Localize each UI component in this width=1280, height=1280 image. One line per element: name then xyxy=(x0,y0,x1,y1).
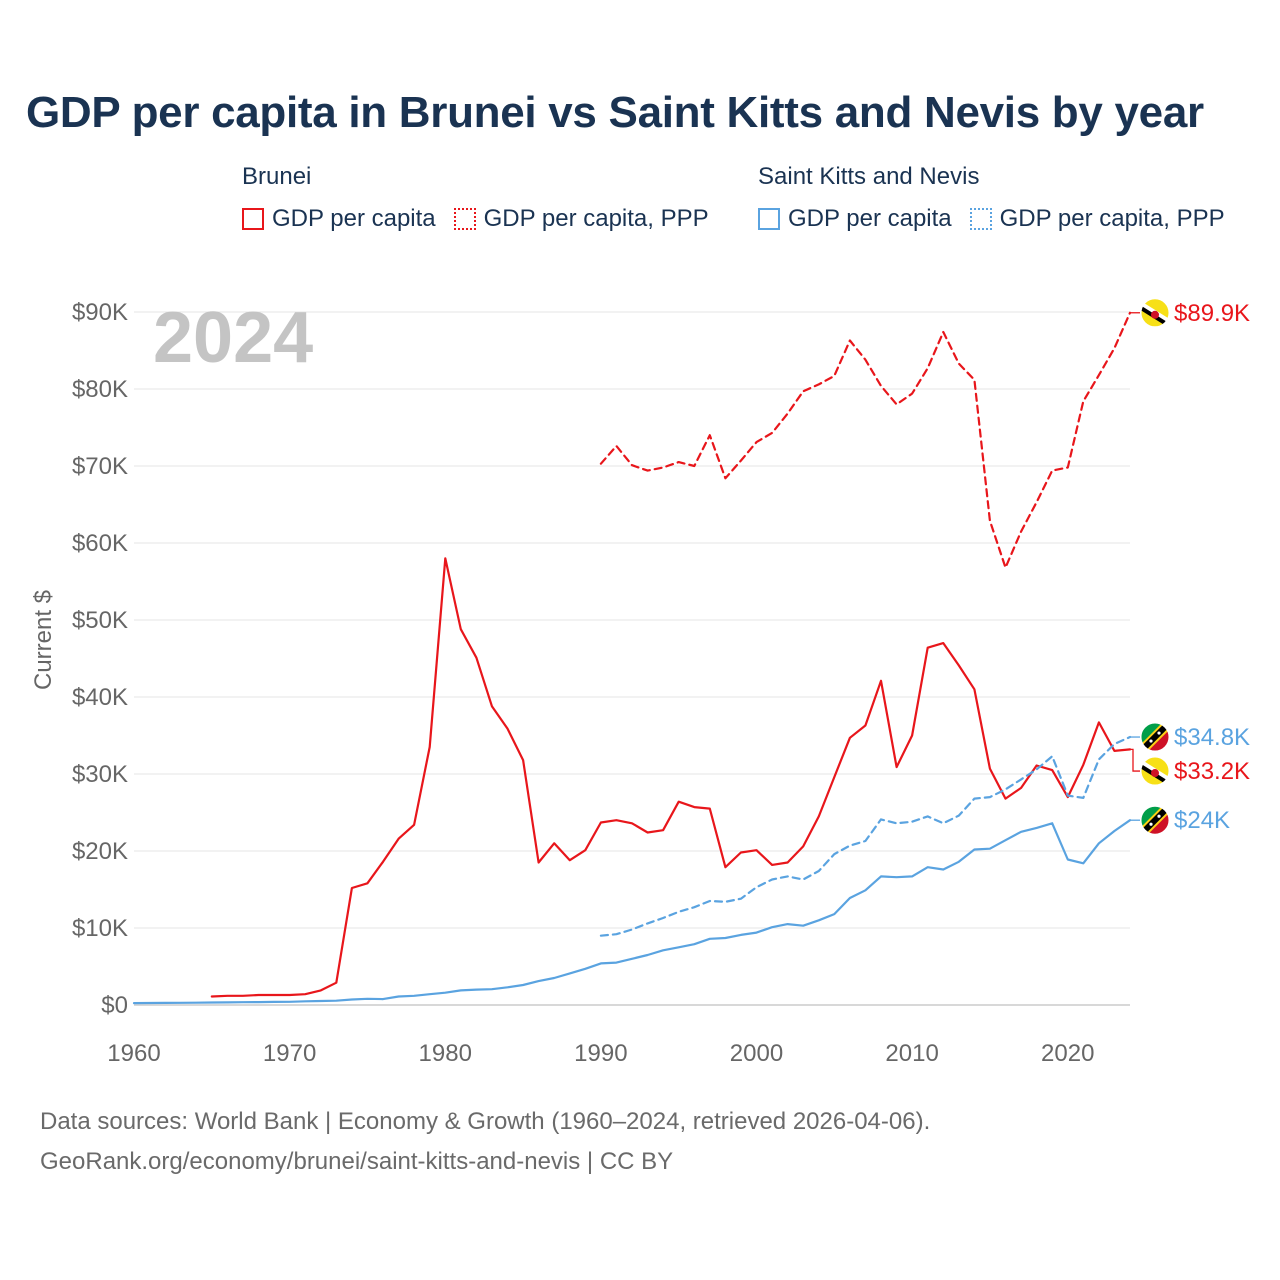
x-tick-label: 2000 xyxy=(730,1040,783,1067)
legend-label: GDP per capita, PPP xyxy=(483,205,709,232)
year-watermark: 2024 xyxy=(153,298,313,378)
footer-credit: GeoRank.org/economy/brunei/saint-kitts-a… xyxy=(40,1148,674,1175)
x-tick-label: 2010 xyxy=(885,1040,938,1067)
legend-group-title: Brunei xyxy=(242,163,312,190)
legend-group-brunei: Brunei GDP per capita GDP per capita, PP… xyxy=(242,163,709,233)
y-tick-label: $30K xyxy=(72,761,128,788)
legend-swatch-solid xyxy=(242,208,264,230)
label-connector xyxy=(1130,748,1140,772)
y-axis-ticks: $0 $10K $20K $30K $40K $50K $60K $70K $80K $90K xyxy=(72,299,128,1019)
legend-label: GDP per capita, PPP xyxy=(999,205,1225,232)
brunei-flag-icon xyxy=(1140,756,1170,786)
end-value-label: $24K xyxy=(1174,807,1230,834)
x-tick-label: 1960 xyxy=(107,1040,160,1067)
footer-sources: Data sources: World Bank | Economy & Gro… xyxy=(40,1108,931,1135)
chart-title: GDP per capita in Brunei vs Saint Kitts … xyxy=(26,88,1204,137)
y-tick-label: $0 xyxy=(101,992,128,1019)
saint-kitts-flag-icon xyxy=(1140,722,1170,752)
legend-swatch-dotted xyxy=(969,208,992,230)
legend-item-brunei-gdp-ppp[interactable]: GDP per capita, PPP xyxy=(453,205,709,233)
x-tick-label: 2020 xyxy=(1041,1040,1094,1067)
series-line-1 xyxy=(599,311,1132,569)
y-tick-label: $10K xyxy=(72,915,128,942)
x-tick-label: 1980 xyxy=(419,1040,472,1067)
y-tick-label: $40K xyxy=(72,684,128,711)
end-value-label: $34.8K xyxy=(1174,724,1250,751)
series-line-2 xyxy=(132,819,1132,1005)
end-value-label: $89.9K xyxy=(1174,300,1250,327)
x-axis-ticks: 1960 1970 1980 1990 2000 2010 2020 xyxy=(107,1040,1094,1067)
y-tick-label: $80K xyxy=(72,376,128,403)
legend-group-title: Saint Kitts and Nevis xyxy=(758,163,980,190)
series-line-3 xyxy=(599,735,1132,937)
x-tick-label: 1970 xyxy=(263,1040,316,1067)
y-tick-label: $90K xyxy=(72,299,128,326)
y-tick-label: $60K xyxy=(72,530,128,557)
legend-item-brunei-gdp[interactable]: GDP per capita xyxy=(242,205,436,233)
series-lines xyxy=(132,311,1132,1005)
y-axis-label: Current $ xyxy=(30,590,57,690)
end-labels: $89.9K $34.8K $33.2K $24K xyxy=(1130,298,1250,835)
x-tick-label: 1990 xyxy=(574,1040,627,1067)
legend-label: GDP per capita xyxy=(272,205,436,232)
legend-swatch-dotted xyxy=(453,208,476,230)
saint-kitts-flag-icon xyxy=(1140,805,1170,835)
legend-item-skn-gdp[interactable]: GDP per capita xyxy=(758,205,952,233)
y-tick-label: $70K xyxy=(72,453,128,480)
series-line-0 xyxy=(210,557,1132,998)
y-tick-label: $50K xyxy=(72,607,128,634)
legend-swatch-solid xyxy=(758,208,780,230)
gridlines xyxy=(134,311,1130,1006)
legend-group-saint-kitts-and-nevis: Saint Kitts and Nevis GDP per capita GDP… xyxy=(758,163,1225,233)
brunei-flag-icon xyxy=(1140,298,1170,328)
legend-item-skn-gdp-ppp[interactable]: GDP per capita, PPP xyxy=(969,205,1225,233)
y-tick-label: $20K xyxy=(72,838,128,865)
legend-label: GDP per capita xyxy=(788,205,952,232)
end-value-label: $33.2K xyxy=(1174,758,1250,785)
